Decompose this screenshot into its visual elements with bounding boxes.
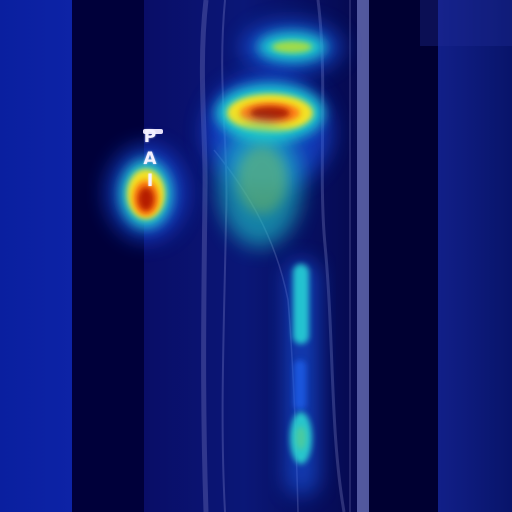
- left-dark-band: [72, 0, 144, 512]
- marker-letter-p: P: [143, 127, 157, 147]
- right-dark-band: [369, 0, 438, 512]
- main-heat-spot: [204, 74, 332, 247]
- faint-xray-structure: [199, 0, 351, 512]
- top-heat-spot: [242, 21, 342, 73]
- marker-letter-a: A: [143, 149, 157, 169]
- center-bright-edge: [357, 0, 369, 512]
- left-marker-heat-spot: [106, 145, 186, 241]
- left-band: [0, 0, 72, 512]
- top-right-glow: [420, 0, 512, 46]
- marker-letter-i: I: [146, 171, 154, 191]
- right-band: [438, 0, 512, 512]
- side-marker-letters: P A I: [136, 126, 164, 192]
- lower-heat-streak: [285, 260, 319, 495]
- left-marker-bar: [143, 129, 163, 134]
